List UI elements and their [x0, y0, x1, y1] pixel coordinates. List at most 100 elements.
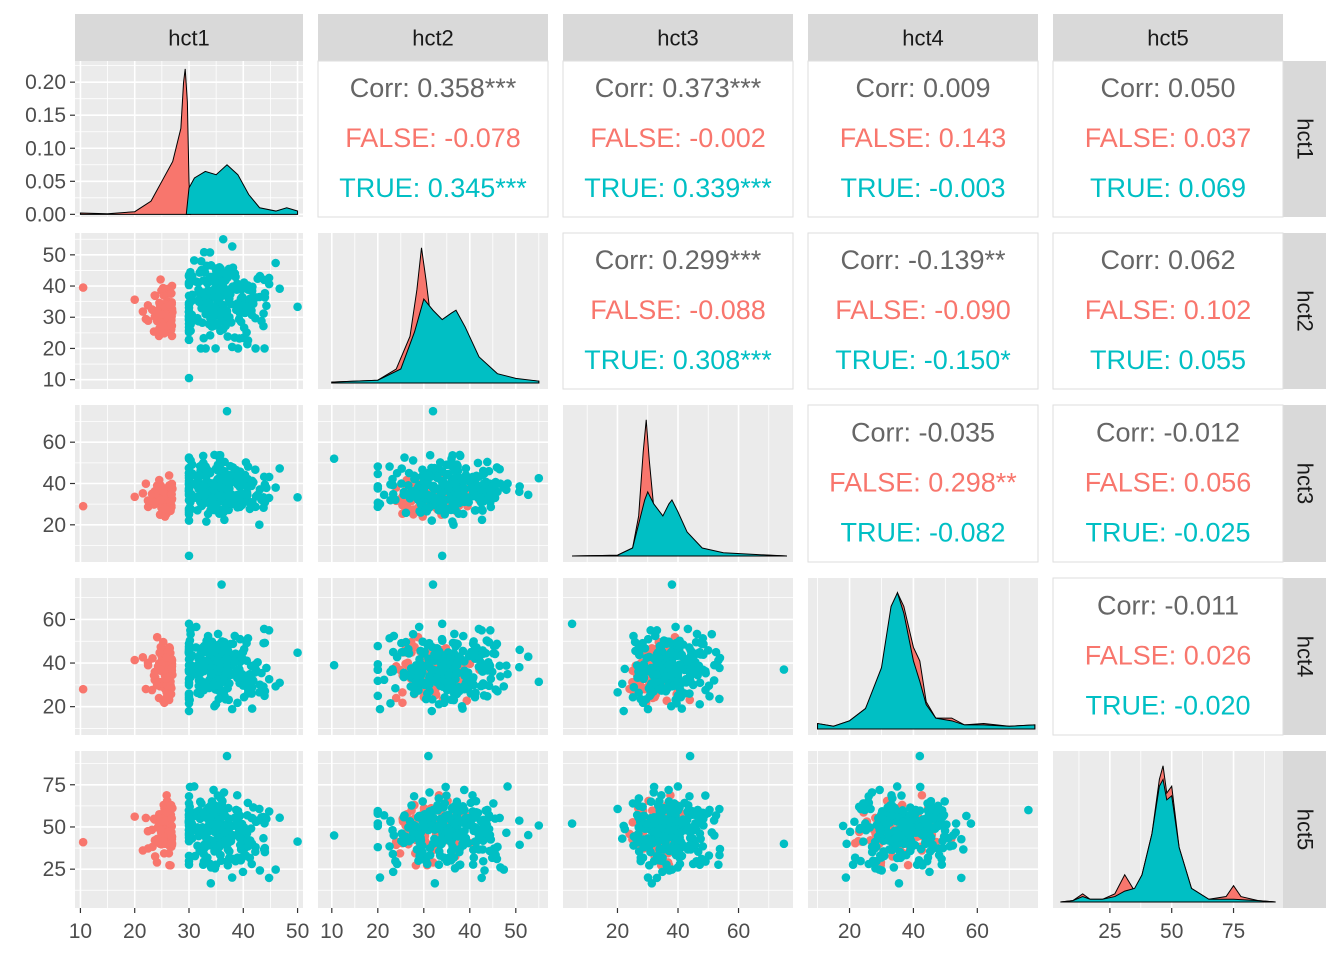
scatter-point	[275, 678, 284, 688]
scatter-point	[148, 842, 157, 852]
scatter-point	[194, 295, 203, 305]
y-tick-label: 40	[43, 473, 66, 496]
scatter-point	[209, 309, 219, 318]
scatter-point	[652, 873, 662, 883]
scatter-point	[373, 641, 383, 651]
scatter-point	[454, 498, 464, 508]
scatter-point	[184, 619, 194, 629]
scatter-point	[293, 302, 302, 312]
scatter-point	[379, 490, 389, 500]
scatter-point	[215, 268, 224, 278]
scatter-point	[470, 644, 480, 654]
scatter-point	[243, 336, 253, 345]
scatter-point	[156, 495, 165, 505]
scatter-point	[434, 860, 444, 869]
scatter-point	[230, 493, 240, 503]
scatter-point	[917, 790, 927, 800]
scatter-point	[162, 808, 172, 817]
scatter-point	[458, 509, 468, 519]
scatter-point	[629, 841, 638, 850]
scatter-point	[199, 808, 208, 818]
scatter-point	[227, 704, 237, 714]
scatter-point	[209, 785, 218, 795]
scatter-point	[156, 275, 165, 284]
scatter-point	[238, 681, 248, 690]
scatter-point	[685, 689, 694, 698]
y-tick-label: 0.10	[25, 137, 66, 160]
scatter-point	[450, 466, 459, 475]
scatter-point	[701, 791, 710, 800]
scatter-point	[243, 633, 253, 643]
scatter-point	[385, 842, 394, 851]
scatter-point	[184, 819, 194, 828]
scatter-point	[899, 806, 908, 816]
scatter-point	[434, 847, 444, 856]
corr-text-true: TRUE: 0.069	[1090, 173, 1246, 203]
x-tick-label: 60	[966, 920, 989, 943]
scatter-point	[703, 645, 713, 655]
scatter-point	[514, 662, 524, 672]
scatter-point	[910, 813, 919, 822]
scatter-point	[413, 668, 423, 678]
scatter-point	[425, 850, 435, 860]
scatter-point	[259, 812, 268, 822]
corr-panel-hct1-hct2: Corr: 0.358*** FALSE: -0.078 TRUE: 0.345**…	[317, 60, 549, 218]
panel-hct5-hct4	[808, 751, 1038, 908]
scatter-point	[222, 477, 231, 487]
scatter-point	[199, 684, 209, 693]
scatter-point	[425, 673, 434, 682]
scatter-point	[848, 860, 858, 869]
scatter-point	[933, 821, 943, 831]
scatter-point	[167, 490, 176, 499]
scatter-point	[634, 794, 644, 803]
scatter-point	[213, 629, 223, 639]
scatter-point	[918, 861, 927, 870]
scatter-point	[877, 866, 886, 875]
scatter-point	[451, 806, 460, 815]
scatter-point	[222, 665, 232, 674]
scatter-point	[150, 291, 160, 300]
scatter-point	[391, 495, 400, 505]
scatter-point	[454, 656, 464, 666]
scatter-point	[184, 551, 194, 561]
scatter-point	[217, 580, 226, 589]
scatter-point	[166, 319, 176, 328]
scatter-point	[685, 791, 694, 801]
scatter-point	[167, 654, 176, 664]
scatter-point	[523, 652, 533, 662]
scatter-point	[191, 643, 201, 652]
scatter-point	[202, 639, 211, 648]
scatter-point	[688, 859, 698, 869]
scatter-point	[202, 517, 211, 526]
scatter-point	[850, 817, 859, 827]
density-hct3-TRUE	[572, 490, 787, 557]
scatter-point	[255, 804, 264, 814]
scatter-point	[203, 631, 213, 641]
y-tick-label: 75	[43, 774, 66, 797]
panel-hct4-hct4	[808, 578, 1038, 735]
scatter-point	[379, 675, 389, 685]
scatter-point	[199, 645, 208, 655]
scatter-point	[388, 666, 398, 676]
scatter-point	[672, 699, 681, 708]
scatter-point	[703, 808, 713, 818]
scatter-point	[489, 844, 499, 853]
strip-top-label: hct3	[657, 26, 699, 51]
scatter-point	[373, 469, 383, 479]
scatter-point	[884, 836, 893, 845]
scatter-point	[671, 849, 680, 859]
scatter-point	[875, 824, 885, 834]
scatter-point	[628, 818, 638, 827]
scatter-point	[669, 799, 679, 808]
scatter-point	[666, 826, 675, 836]
scatter-point	[643, 704, 653, 714]
scatter-point	[160, 504, 170, 514]
scatter-point	[460, 484, 469, 493]
scatter-point	[711, 811, 721, 820]
scatter-point	[198, 451, 208, 461]
x-tick-label: 20	[838, 920, 861, 943]
scatter-point	[646, 626, 655, 635]
scatter-point	[882, 820, 892, 829]
scatter-point	[477, 626, 486, 635]
scatter-point	[184, 813, 194, 822]
